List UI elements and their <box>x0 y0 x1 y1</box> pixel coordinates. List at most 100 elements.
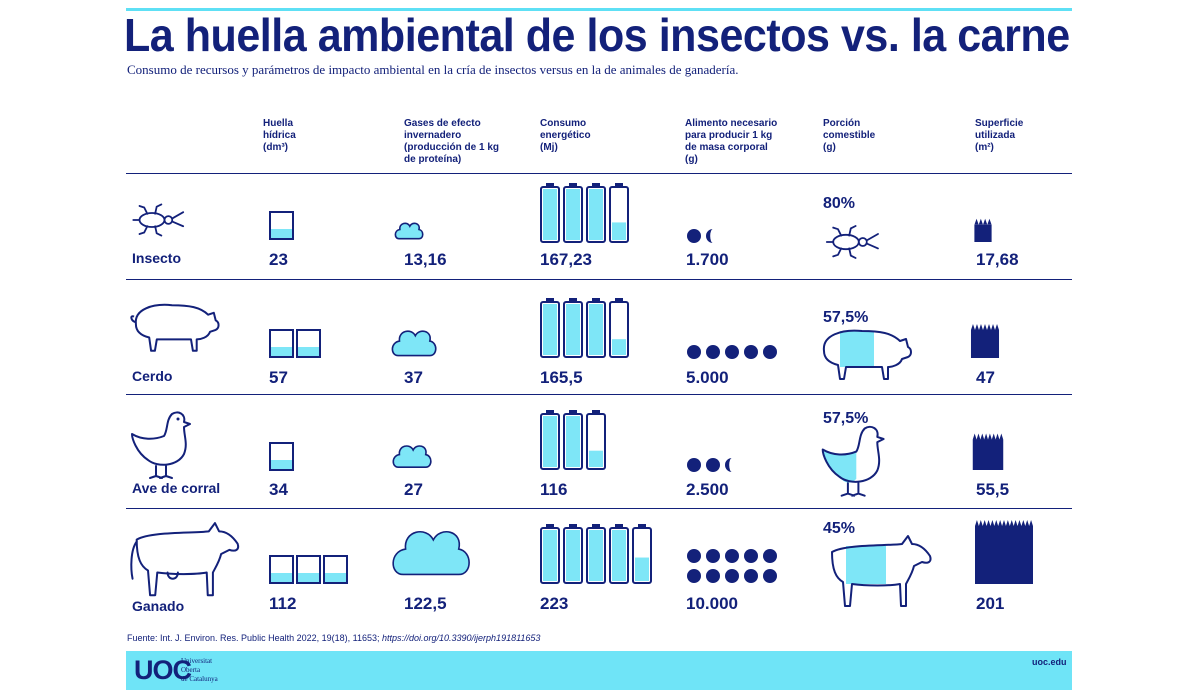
feed-dot-partial <box>706 229 713 243</box>
grass-square <box>975 526 1033 584</box>
page-subtitle: Consumo de recursos y parámetros de impa… <box>127 62 739 77</box>
column-header: Porción comestible (g) <box>823 118 876 153</box>
insect-antennae <box>825 233 879 250</box>
insect-body <box>832 233 860 251</box>
edible-percent: 45% <box>823 520 856 537</box>
feed-dot <box>687 458 701 472</box>
insect-head <box>857 237 868 247</box>
feed-dot <box>725 549 739 563</box>
edible-fill <box>846 546 886 584</box>
feed-dot <box>706 569 720 583</box>
cow-udder <box>166 571 179 580</box>
edible-fill <box>840 331 874 367</box>
area-grass <box>974 218 992 242</box>
water-cups <box>269 555 348 584</box>
cow-tail <box>130 540 138 580</box>
area-grass <box>975 520 1033 584</box>
top-accent-line <box>126 8 1072 11</box>
water-level <box>297 347 320 357</box>
edible-animal <box>831 535 932 607</box>
ghg-value: 27 <box>404 480 423 499</box>
battery-charge <box>612 339 626 355</box>
feed-value: 2.500 <box>686 480 729 499</box>
water-level <box>270 573 293 583</box>
feed-dot <box>725 345 739 359</box>
row-animal <box>131 411 191 479</box>
battery-charge <box>566 304 580 355</box>
cloud-shape <box>392 530 470 576</box>
cloud-icon <box>394 222 424 240</box>
battery-charge <box>589 530 603 581</box>
feed-dots <box>687 229 713 243</box>
footer-url[interactable]: uoc.edu <box>1032 657 1067 667</box>
uoc-logo[interactable]: UOC Universitat Oberta de Catalunya <box>134 655 224 688</box>
feed-dot <box>706 345 720 359</box>
column-header: Alimento necesario para producir 1 kg de m… <box>685 118 778 165</box>
battery-cap <box>546 524 554 528</box>
chicken-outline <box>131 411 191 466</box>
feed-dot <box>725 569 739 583</box>
edible-percent: 57,5% <box>823 410 869 427</box>
edible-animal <box>822 329 912 380</box>
edible-percent: 80% <box>823 195 856 212</box>
footer-bar <box>126 651 1072 690</box>
energy-batteries <box>540 298 629 358</box>
water-value: 23 <box>269 250 288 269</box>
water-level <box>270 229 293 239</box>
energy-value: 165,5 <box>540 368 583 387</box>
area-grass <box>970 323 1000 358</box>
battery-cap <box>546 183 554 187</box>
cloud-icon <box>392 445 432 468</box>
insect-antennae <box>132 211 185 228</box>
column-header: Consumo energético (Mj) <box>540 118 591 153</box>
grass-blades <box>970 323 1000 330</box>
feed-dot <box>763 569 777 583</box>
cloud-shape <box>394 222 424 240</box>
column-header: Huella hídrica (dm³) <box>263 118 296 153</box>
battery-cap <box>592 183 600 187</box>
source-note: Fuente: Int. J. Environ. Res. Public Hea… <box>127 633 541 643</box>
feed-dot <box>763 345 777 359</box>
cup-icon <box>296 329 321 358</box>
grass-square <box>974 224 992 242</box>
feed-dot <box>744 345 758 359</box>
water-cups <box>269 329 321 358</box>
row-animal <box>130 303 220 352</box>
row-divider <box>126 394 1072 395</box>
cup-icon <box>269 442 294 471</box>
chicken-legs <box>149 465 173 479</box>
water-level <box>324 573 347 583</box>
water-level <box>297 573 320 583</box>
battery-cap <box>592 410 600 414</box>
area-value: 17,68 <box>976 250 1019 269</box>
battery-charge <box>543 416 557 467</box>
row-divider <box>126 508 1072 509</box>
battery-charge <box>543 530 557 581</box>
pig-edible-icon <box>822 329 912 380</box>
row-label: Cerdo <box>132 368 173 384</box>
feed-value: 1.700 <box>686 250 729 269</box>
grass-blades <box>975 520 1033 526</box>
feed-dot <box>687 345 701 359</box>
cloud-shape <box>392 445 432 468</box>
area-value: 55,5 <box>976 480 1010 499</box>
insect-head <box>163 215 174 225</box>
battery-cap <box>615 183 623 187</box>
cloud-icon <box>391 330 437 357</box>
battery-charge <box>589 189 603 240</box>
battery-cap <box>546 410 554 414</box>
ghg-cloud <box>391 330 437 357</box>
ghg-cloud <box>392 445 432 468</box>
row-animal <box>132 203 185 237</box>
battery-charge <box>612 222 626 240</box>
feed-value: 10.000 <box>686 594 738 613</box>
cup-icon <box>323 555 348 584</box>
feed-dot <box>706 458 720 472</box>
water-level <box>270 460 293 470</box>
row-label: Ave de corral <box>132 480 221 496</box>
cup-icon <box>269 329 294 358</box>
cloud-icon <box>392 530 470 576</box>
feed-dot <box>687 549 701 563</box>
feed-dots <box>687 345 777 359</box>
battery-charge <box>543 189 557 240</box>
